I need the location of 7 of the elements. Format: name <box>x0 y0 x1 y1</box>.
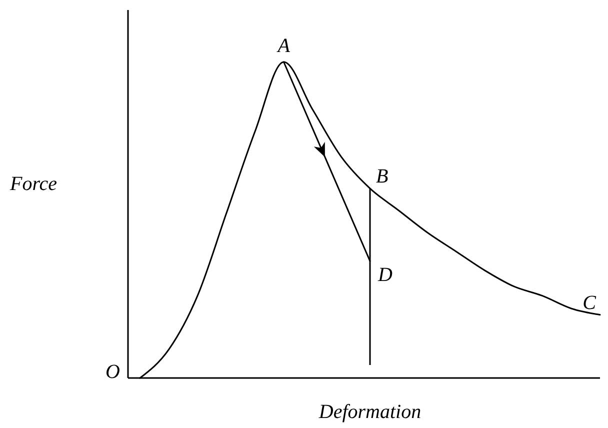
text: O <box>106 361 120 383</box>
annotation: C <box>582 292 597 314</box>
annotation: B <box>376 165 388 188</box>
x-axis-title: Deformation <box>318 401 422 423</box>
annotation: D <box>377 264 393 286</box>
text: A <box>276 35 291 57</box>
y-axis-title: Force <box>9 173 58 195</box>
